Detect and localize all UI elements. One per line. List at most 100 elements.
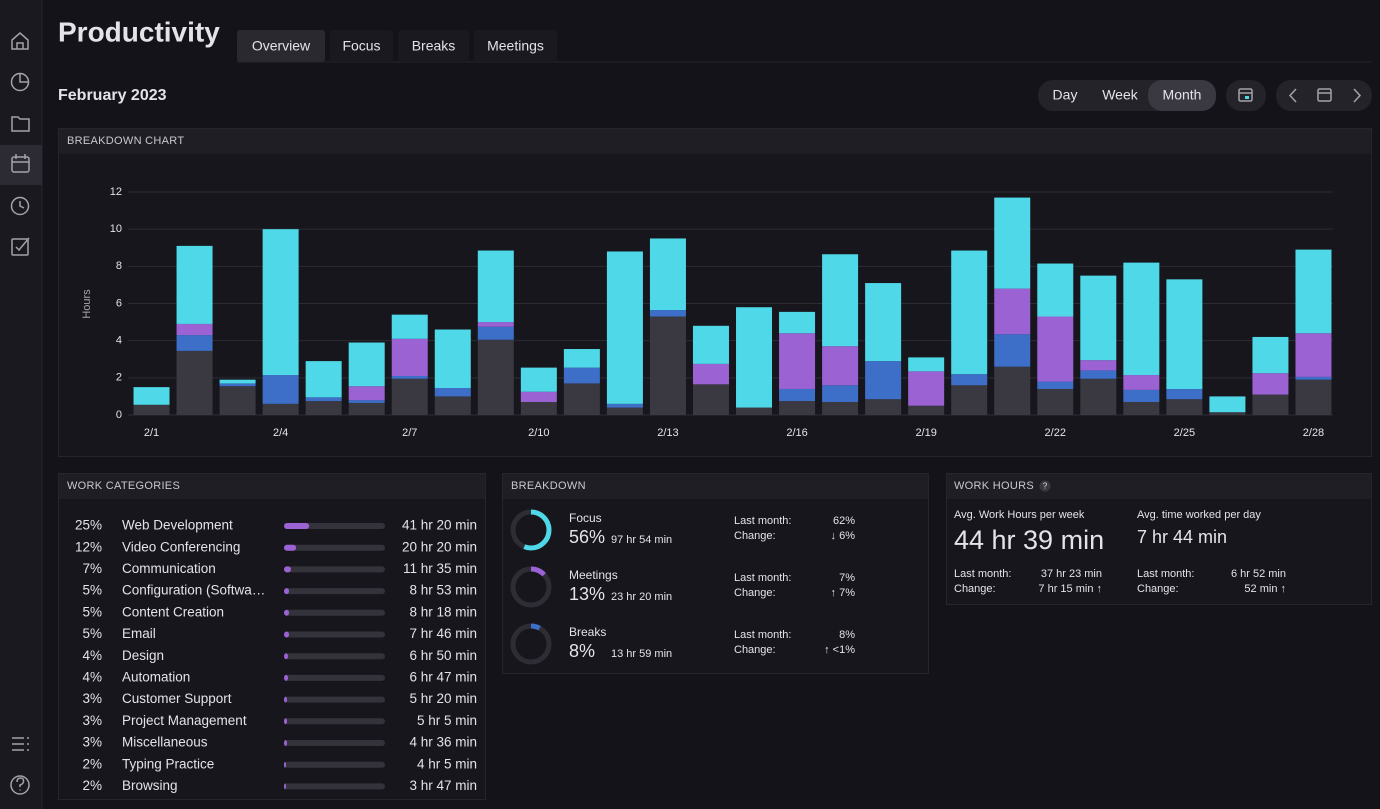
bar-segment — [649, 238, 686, 311]
breakdown-share: 56% — [569, 527, 605, 547]
bar-segment — [219, 383, 256, 387]
range-option[interactable]: Day — [1053, 87, 1078, 103]
progress-track — [284, 523, 385, 529]
y-tick-label: 0 — [116, 409, 122, 421]
progress-fill — [284, 566, 292, 573]
bar-segment — [1252, 394, 1289, 415]
category-name: Web Development — [122, 518, 233, 533]
bar-segment — [391, 314, 428, 339]
bar-segment — [865, 283, 902, 362]
last-month-label: Last month: — [734, 515, 791, 527]
nav-tasks[interactable] — [11, 237, 30, 256]
bar-segment — [1166, 279, 1203, 389]
help-icon[interactable] — [1039, 480, 1051, 492]
x-tick-label: 2/25 — [1174, 427, 1195, 439]
bar-segment — [391, 375, 428, 379]
category-time: 11 hr 35 min — [403, 561, 477, 576]
today-icon — [1238, 88, 1253, 102]
panel-title: BREAKDOWN — [511, 480, 586, 492]
category-time: 6 hr 47 min — [409, 669, 477, 684]
x-tick-label: 2/28 — [1303, 427, 1324, 439]
bar-segment — [176, 335, 213, 351]
tab[interactable] — [474, 30, 557, 62]
category-time: 8 hr 18 min — [409, 604, 477, 619]
next-button[interactable] — [1353, 88, 1362, 103]
bar-segment — [305, 397, 342, 402]
progress-fill — [284, 740, 288, 746]
category-time: 3 hr 47 min — [409, 778, 477, 793]
nav-home[interactable] — [11, 32, 29, 50]
category-share: 4% — [82, 648, 102, 663]
bar-segment — [908, 405, 945, 415]
metric-value: 7 hr 44 min — [1137, 527, 1227, 547]
category-name: Customer Support — [122, 691, 232, 706]
metric-label: Avg. Work Hours per week — [954, 509, 1085, 521]
panel-header — [59, 474, 485, 499]
bar-segment — [822, 385, 859, 402]
breakdown-share: 13% — [569, 584, 605, 604]
today-button[interactable] — [1226, 80, 1266, 111]
bar-segment — [649, 310, 686, 317]
tab[interactable] — [330, 30, 393, 62]
bar-segment — [951, 250, 988, 375]
bar-segment — [348, 400, 385, 403]
breakdown-name: Focus — [569, 511, 602, 525]
range-option[interactable]: Month — [1163, 87, 1202, 103]
range-active[interactable] — [1148, 80, 1216, 111]
category-time: 5 hr 20 min — [409, 691, 477, 706]
nav-calendar[interactable] — [11, 154, 30, 173]
last-month-label: Last month: — [734, 629, 791, 641]
category-share: 7% — [82, 561, 102, 576]
bar-segment — [1123, 375, 1160, 390]
progress-track — [284, 783, 385, 790]
category-time: 8 hr 53 min — [409, 583, 477, 598]
category-time: 4 hr 5 min — [417, 756, 477, 771]
nav-menu[interactable] — [12, 737, 29, 751]
nav-reports[interactable] — [10, 72, 30, 92]
tab-label: Focus — [342, 38, 380, 54]
bar-segment — [1080, 360, 1117, 371]
bar-segment — [865, 361, 902, 400]
bar-segment — [994, 366, 1031, 415]
bar-segment — [477, 326, 514, 340]
prev-button[interactable] — [1288, 88, 1297, 103]
panel-header — [947, 474, 1371, 499]
change-label: Change: — [954, 583, 996, 595]
bar-segment — [606, 251, 643, 404]
bar-segment — [951, 374, 988, 386]
change-value: ↑ <1% — [824, 644, 855, 656]
change-value: 7 hr 15 min ↑ — [1038, 583, 1102, 595]
bar-segment — [262, 229, 299, 376]
y-tick-label: 2 — [116, 372, 122, 384]
donut-arc — [510, 566, 552, 608]
progress-fill — [284, 631, 290, 638]
bar-segment — [176, 323, 213, 336]
category-time: 6 hr 50 min — [409, 648, 477, 663]
tab[interactable] — [398, 30, 469, 62]
progress-track — [284, 761, 385, 768]
breakdown-panel — [502, 473, 929, 674]
nav-help[interactable] — [10, 775, 30, 795]
y-axis-label: Hours — [81, 289, 93, 319]
bar-segment — [606, 403, 643, 408]
donut-arc — [510, 509, 552, 551]
nav-projects[interactable] — [11, 116, 30, 132]
bar-segment — [1295, 249, 1332, 334]
progress-fill — [284, 588, 290, 595]
metric-label: Avg. time worked per day — [1137, 509, 1261, 521]
range-option[interactable]: Week — [1102, 87, 1139, 103]
category-name: Communication — [122, 561, 216, 576]
tab[interactable] — [237, 30, 325, 62]
bar-segment — [1123, 389, 1160, 402]
bar-segment — [736, 407, 773, 415]
calendar-button[interactable] — [1317, 88, 1332, 102]
bar-segment — [1295, 379, 1332, 415]
bar-segment — [779, 401, 816, 415]
nav-timer[interactable] — [10, 196, 30, 216]
last-month-label: Last month: — [954, 568, 1011, 580]
y-tick-label: 8 — [116, 260, 122, 272]
bar-segment — [477, 250, 514, 323]
category-time: 20 hr 20 min — [402, 539, 477, 554]
tab-label: Meetings — [487, 38, 544, 54]
